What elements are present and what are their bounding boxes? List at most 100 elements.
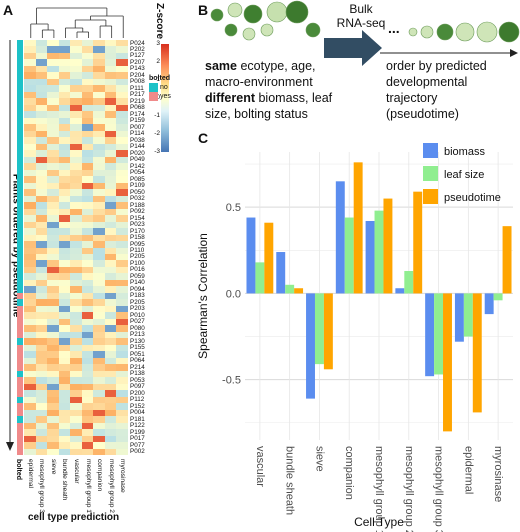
bolted-legend-yes-swatch — [149, 92, 158, 101]
heatmap-cell — [24, 429, 36, 436]
heatmap-cell — [35, 215, 48, 222]
heatmap-cell — [35, 403, 48, 410]
order-line-3: trajectory — [386, 91, 438, 105]
heatmap-cell — [116, 266, 129, 274]
heatmap-cell — [47, 266, 59, 274]
heatmap-cell — [104, 234, 117, 242]
heatmap-cell — [24, 169, 36, 177]
plant-circle — [266, 1, 288, 23]
heatmap-cell — [116, 357, 129, 365]
heatmap-cell — [104, 279, 117, 287]
heatmap-cell — [81, 234, 94, 242]
heatmap-cell — [70, 59, 83, 67]
heatmap-cell — [35, 396, 48, 404]
bolted-strip-cell — [17, 241, 23, 248]
heatmap-cell — [24, 331, 36, 339]
heatmap-cell — [104, 273, 117, 281]
colorbar-tick-label: 1 — [156, 76, 160, 83]
bolted-strip-cell — [17, 208, 23, 216]
bulk-label: Bulk RNA-seq — [336, 2, 386, 30]
heatmap-cell — [24, 195, 36, 203]
heatmap-row-label: P174 — [130, 110, 145, 118]
bolted-strip-cell — [17, 234, 23, 242]
heatmap-cell — [116, 189, 129, 196]
heatmap-cell — [24, 383, 36, 391]
heatmap-row-label: P077 — [130, 441, 145, 449]
heatmap-cell — [104, 202, 117, 209]
bolted-strip-cell — [17, 98, 23, 106]
heatmap-row-label: P158 — [130, 234, 145, 242]
bolted-strip-cell — [17, 40, 23, 47]
colorbar-ticks: 3 2 1 0 -1 -2 -3 — [150, 40, 160, 155]
bolted-strip-cell — [17, 429, 23, 436]
heatmap-cell — [58, 416, 71, 423]
heatmap-cell — [93, 85, 106, 93]
heatmap-cell — [93, 143, 106, 151]
bar — [306, 293, 315, 399]
heatmap-cell — [81, 390, 94, 397]
x-tick-label: epidermal — [462, 446, 474, 494]
heatmap-cell — [70, 338, 83, 346]
heatmap-cell — [24, 279, 36, 287]
heatmap-cell — [24, 409, 36, 417]
heatmap-row-label: P100 — [130, 259, 145, 267]
heatmap-cell — [116, 104, 129, 112]
heatmap-cell — [47, 273, 59, 281]
heatmap-cell — [70, 124, 83, 132]
heatmap-row-label: P109 — [130, 182, 145, 190]
heatmap-cell — [70, 111, 83, 119]
heatmap-cell — [47, 228, 59, 235]
heatmap-row-label: P020 — [130, 149, 145, 157]
heatmap-row-label: P111 — [130, 84, 144, 92]
order-line-1: order by predicted — [386, 59, 487, 73]
heatmap-cell — [35, 279, 48, 287]
heatmap-cell — [116, 422, 129, 430]
heatmap-cell — [116, 202, 129, 209]
heatmap-cell — [24, 390, 36, 397]
heatmap-row-label: P205 — [130, 253, 145, 261]
heatmap-cell — [104, 189, 117, 196]
heatmap-cell — [81, 299, 94, 307]
heatmap-cell — [47, 286, 59, 294]
bar — [493, 293, 503, 301]
bolted-strip-cell — [17, 91, 23, 99]
heatmap-cell — [81, 370, 94, 378]
heatmap-cell — [24, 72, 36, 80]
heatmap-cell — [70, 286, 83, 294]
heatmap-cell — [24, 163, 36, 170]
heatmap-cell — [47, 435, 59, 443]
heatmap-cell — [70, 195, 83, 203]
heatmap-cell — [35, 273, 48, 281]
heatmap-cell — [81, 279, 94, 287]
heatmap-cell — [58, 429, 71, 436]
heatmap-cell — [35, 409, 48, 417]
heatmap-cell — [81, 163, 94, 170]
heatmap-cell — [81, 357, 94, 365]
heatmap-cell — [104, 78, 117, 86]
bar — [294, 288, 304, 294]
heatmap-cell — [116, 59, 129, 67]
heatmap-row-label: P097 — [130, 383, 145, 391]
heatmap-cell — [58, 253, 71, 261]
heatmap-cell — [24, 247, 36, 255]
bolted-strip-cell — [17, 364, 23, 371]
heatmap-cell — [104, 357, 117, 365]
panel-a-letter: A — [3, 2, 14, 18]
heatmap-cell — [35, 104, 48, 112]
desc-line-2: macro-environment — [205, 75, 313, 89]
heatmap-cell — [116, 403, 129, 410]
heatmap-cell — [35, 143, 48, 151]
bolted-strip-cell — [17, 176, 23, 183]
heatmap-cell — [47, 253, 59, 261]
heatmap-cell — [47, 124, 59, 132]
heatmap-cell — [81, 331, 94, 339]
heatmap-cell — [116, 78, 129, 86]
x-tick-label: mesophyll group 1 — [373, 446, 385, 532]
heatmap-cell — [104, 344, 117, 352]
heatmap-cell — [104, 377, 117, 384]
plant-circle — [476, 21, 498, 43]
heatmap-cell — [24, 59, 36, 67]
heatmap-cell — [116, 292, 129, 300]
heatmap-cell — [47, 234, 59, 242]
heatmap-cell — [58, 338, 71, 346]
